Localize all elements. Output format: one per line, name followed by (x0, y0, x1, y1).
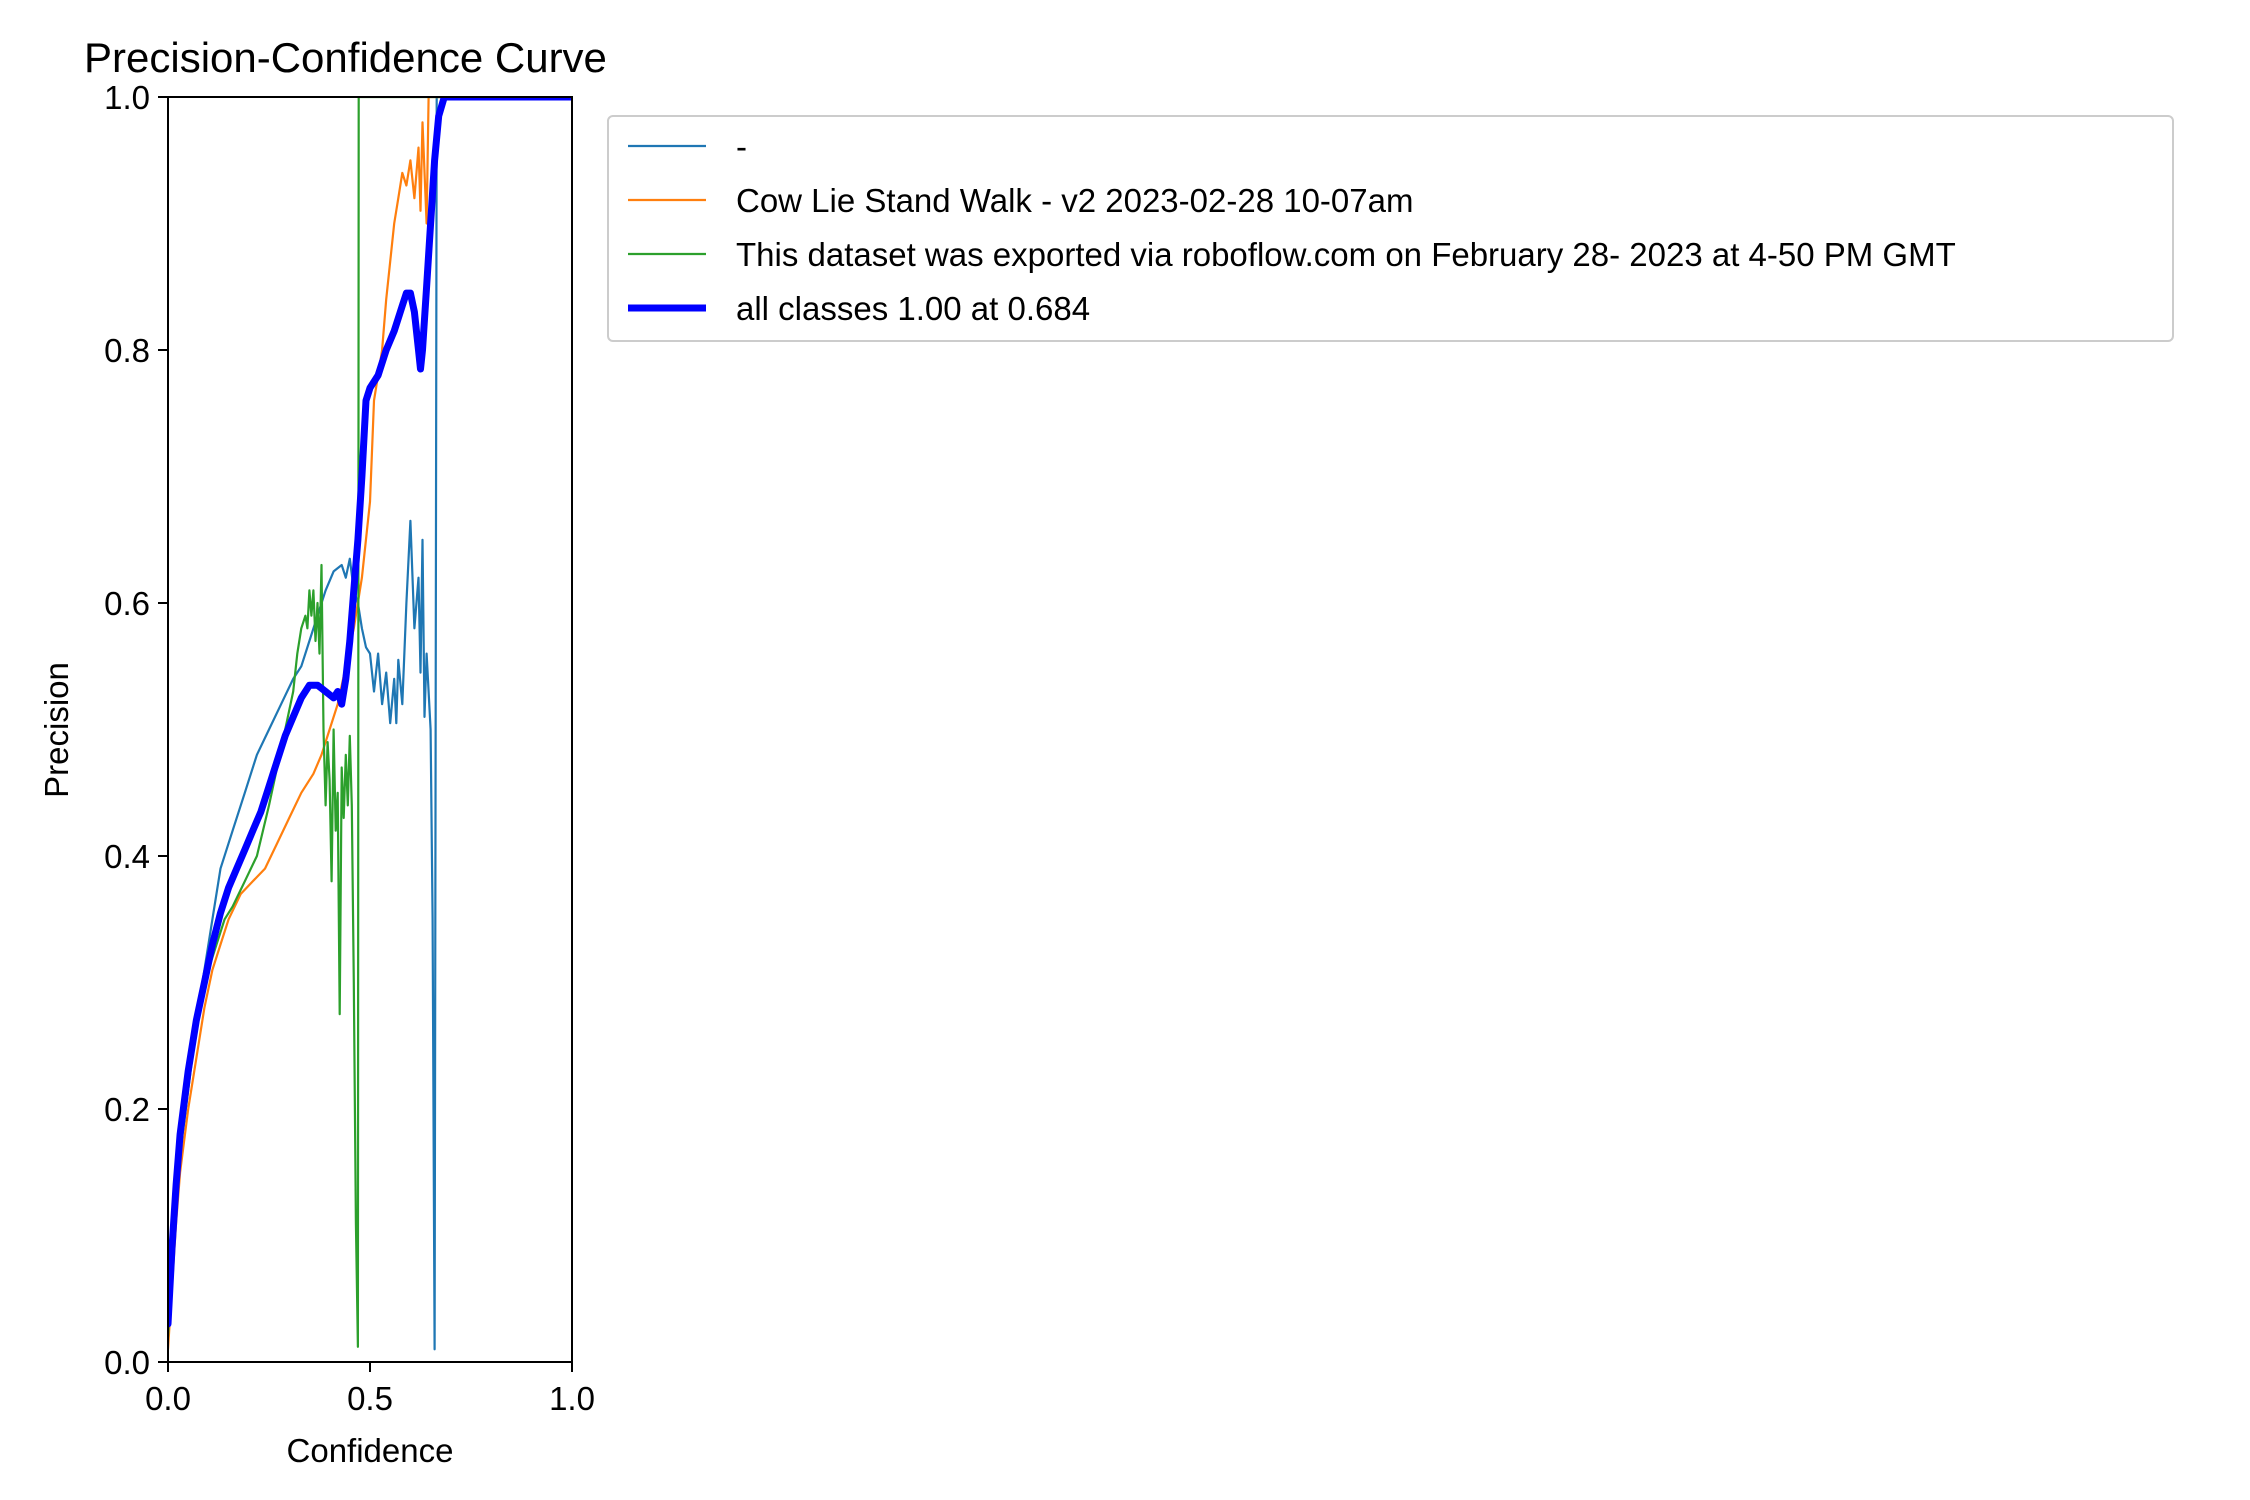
y-tick-label: 0.2 (104, 1091, 150, 1128)
y-axis-label: Precision (38, 662, 75, 798)
legend-label-2: This dataset was exported via roboflow.c… (736, 236, 1956, 273)
y-tick-label: 0.6 (104, 585, 150, 622)
x-tick-label: 0.5 (347, 1380, 393, 1417)
series-line-3 (168, 97, 572, 1328)
x-axis-label: Confidence (287, 1432, 454, 1469)
series-layer (168, 97, 572, 1351)
series-line-0 (168, 97, 572, 1351)
y-tick-label: 1.0 (104, 79, 150, 116)
legend-label-1: Cow Lie Stand Walk - v2 2023-02-28 10-07… (736, 182, 1413, 219)
y-tick-label: 0.8 (104, 332, 150, 369)
y-tick-label: 0.0 (104, 1344, 150, 1381)
x-axis: 0.0 0.5 1.0 (145, 1362, 595, 1417)
plot-frame (167, 96, 573, 1363)
x-tick-label: 1.0 (549, 1380, 595, 1417)
legend: - Cow Lie Stand Walk - v2 2023-02-28 10-0… (607, 115, 2174, 342)
legend-box (607, 115, 2174, 342)
legend-label-3: all classes 1.00 at 0.684 (736, 290, 1090, 327)
y-tick-label: 0.4 (104, 838, 150, 875)
y-axis: 0.0 0.2 0.4 0.6 0.8 1.0 (104, 79, 168, 1381)
chart-title: Precision-Confidence Curve (84, 34, 607, 81)
series-line-1 (168, 97, 572, 1351)
series-line-2 (168, 97, 572, 1348)
x-tick-label: 0.0 (145, 1380, 191, 1417)
legend-label-0: - (736, 128, 747, 165)
